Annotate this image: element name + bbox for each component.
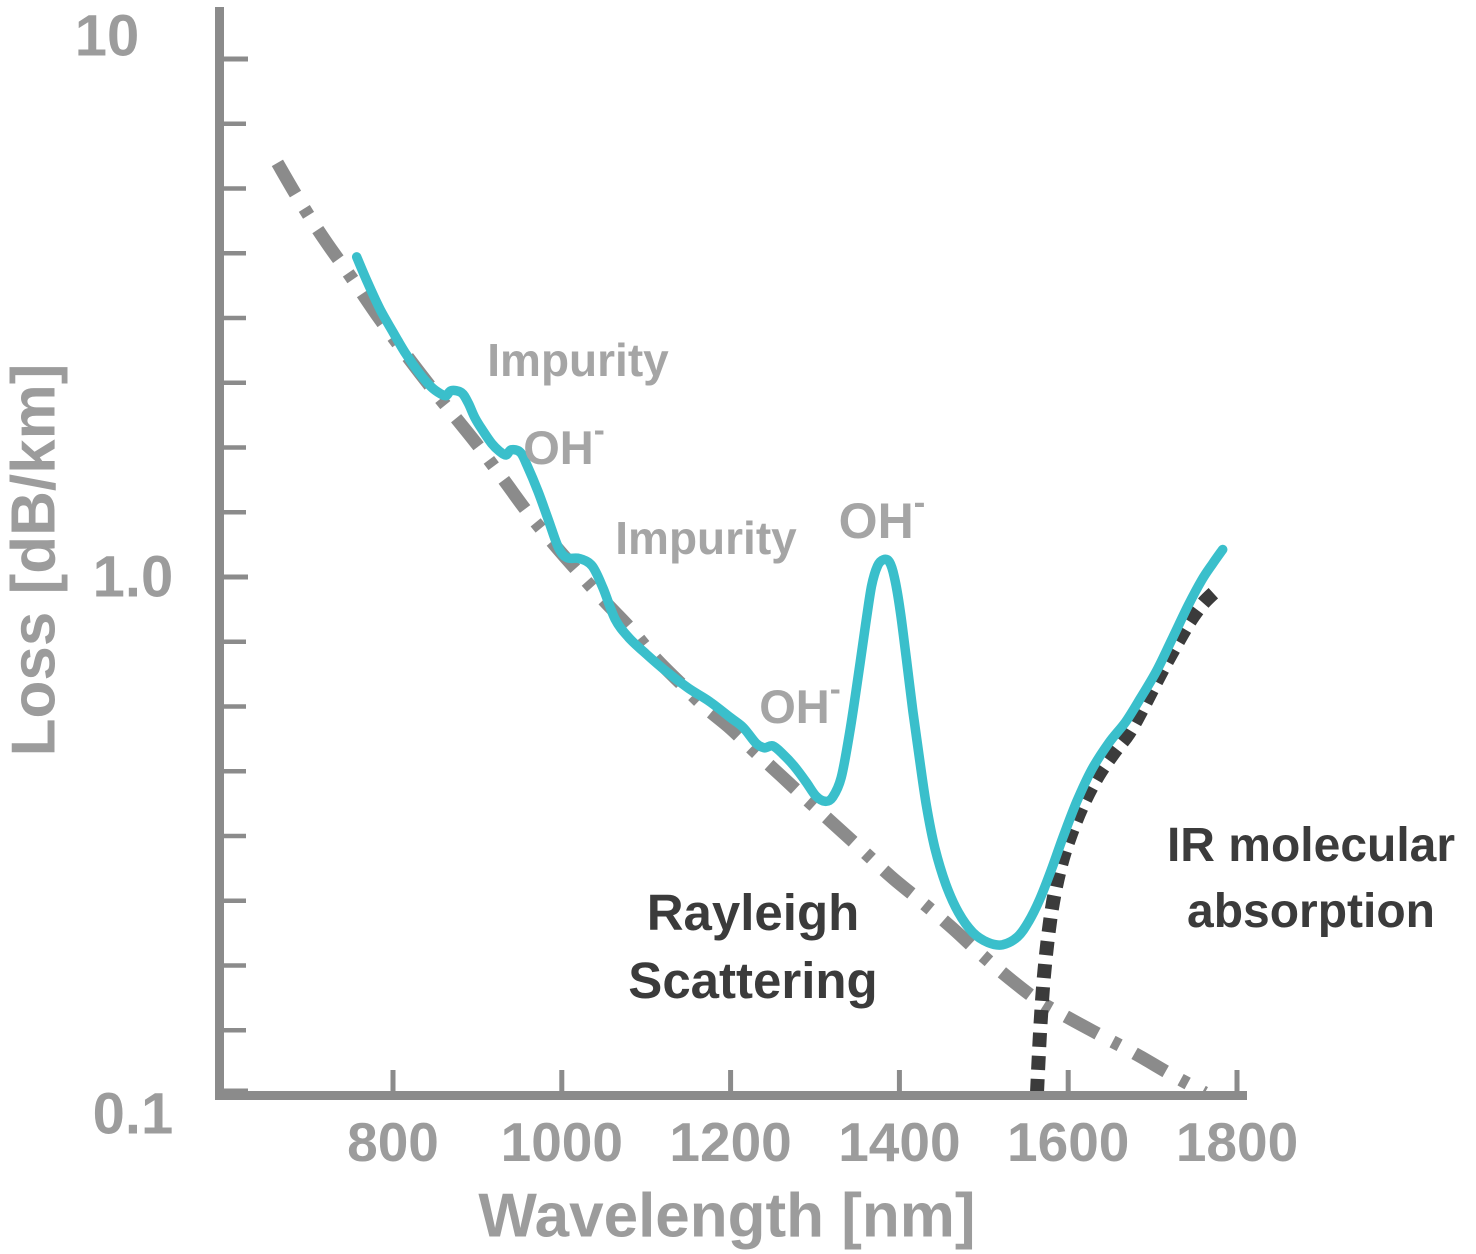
annotation-ir-molecular-absorption: IR molecular absorption [1167,819,1455,938]
tick-labels: 800 1000 1200 1400 1600 1800 10 1.0 0.1 [75,4,1298,1174]
annotation-oh-2: OH- [839,483,926,550]
x-tick-label: 1200 [669,1111,791,1173]
x-tick-label: 800 [347,1111,439,1173]
y-tick-label: 10 [75,4,140,69]
annotation-impurity-1: Impurity [487,334,669,386]
x-tick-label: 1000 [501,1111,623,1173]
series-ir-molecular-absorption [1030,583,1224,1094]
y-tick-label: 0.1 [93,1082,174,1147]
y-axis-line [215,7,224,1100]
y-axis-title: Loss [dB/km] [0,364,69,757]
annotation-impurity-2: Impurity [615,512,797,564]
annotation-oh-1: OH- [523,411,605,474]
x-axis-title: Wavelength [nm] [478,1182,975,1251]
x-tick-label: 1600 [1007,1111,1129,1173]
annotation-oh-3: OH- [759,670,841,733]
x-tick-label: 1400 [838,1111,960,1173]
y-tick-label: 1.0 [93,545,174,610]
axis-ticks [224,56,1240,1094]
x-axis-line [215,1091,1247,1100]
annotation-rayleigh-scattering: Rayleigh Scattering [628,884,877,1009]
x-tick-label: 1800 [1176,1111,1298,1173]
series-fiber-loss [351,252,1228,950]
data-series [271,159,1228,1099]
